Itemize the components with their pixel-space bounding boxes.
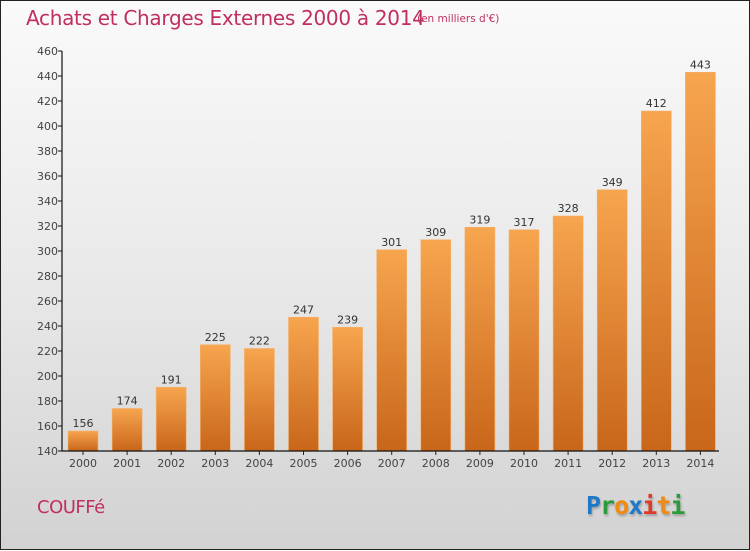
x-tick-label: 2011 — [554, 457, 582, 470]
chart-subtitle: (en milliers d'€) — [417, 13, 500, 25]
y-tick-label: 160 — [37, 420, 58, 433]
logo-letter: x — [628, 491, 643, 520]
value-label-2009: 319 — [469, 213, 490, 226]
y-tick-label: 420 — [37, 95, 58, 108]
logo-letter: o — [614, 491, 629, 520]
bar-2012 — [596, 189, 628, 452]
y-tick-label: 220 — [37, 345, 58, 358]
logo-letter: P — [586, 491, 601, 520]
value-label-2001: 174 — [117, 395, 138, 408]
x-tick-label: 2012 — [598, 457, 626, 470]
logo-letter: r — [600, 491, 615, 520]
value-label-2010: 317 — [514, 216, 535, 229]
x-tick-label: 2007 — [378, 457, 406, 470]
y-tick-label: 240 — [37, 320, 58, 333]
x-tick-label: 2002 — [157, 457, 185, 470]
bar-2007 — [376, 249, 408, 452]
y-tick-label: 180 — [37, 395, 58, 408]
value-label-2011: 328 — [558, 202, 579, 215]
value-label-2007: 301 — [381, 236, 402, 249]
logo-letter: i — [670, 491, 685, 520]
x-tick-label: 2006 — [334, 457, 362, 470]
bar-2013 — [640, 110, 672, 452]
value-label-2014: 443 — [690, 58, 711, 71]
value-label-2012: 349 — [602, 176, 623, 189]
value-label-2003: 225 — [205, 331, 226, 344]
value-label-2013: 412 — [646, 97, 667, 110]
proxiti-logo[interactable]: Proxiti — [586, 491, 685, 520]
bar-2006 — [332, 326, 363, 452]
y-tick-label: 460 — [37, 45, 58, 58]
y-tick-label: 380 — [37, 145, 58, 158]
bar-2001 — [111, 408, 143, 452]
logo-letter: i — [642, 491, 657, 520]
y-tick-label: 400 — [37, 120, 58, 133]
y-tick-label: 440 — [37, 70, 58, 83]
bar-2014 — [685, 71, 716, 452]
y-tick-label: 340 — [37, 195, 58, 208]
commune-name: COUFFé — [37, 497, 105, 518]
x-tick-label: 2000 — [69, 457, 97, 470]
bar-2000 — [67, 430, 99, 452]
chart-title: Achats et Charges Externes 2000 à 2014 — [26, 6, 425, 30]
value-label-2004: 222 — [249, 335, 270, 348]
x-tick-label: 2005 — [290, 457, 318, 470]
bar-2009 — [464, 226, 496, 452]
bar-2011 — [552, 215, 584, 452]
logo-letter: t — [656, 491, 671, 520]
x-tick-label: 2014 — [686, 457, 714, 470]
y-tick-label: 200 — [37, 370, 58, 383]
x-tick-label: 2004 — [245, 457, 273, 470]
bar-2003 — [200, 344, 231, 452]
bar-2005 — [288, 316, 319, 452]
value-label-2005: 247 — [293, 303, 314, 316]
value-label-2006: 239 — [337, 313, 358, 326]
y-tick-label: 280 — [37, 270, 58, 283]
value-label-2002: 191 — [161, 373, 182, 386]
y-tick-label: 360 — [37, 170, 58, 183]
x-tick-label: 2010 — [510, 457, 538, 470]
y-tick-label: 140 — [37, 445, 58, 458]
bar-2002 — [155, 386, 187, 452]
bar-2008 — [420, 239, 452, 452]
x-tick-label: 2008 — [422, 457, 450, 470]
value-label-2008: 309 — [425, 226, 446, 239]
x-tick-label: 2013 — [642, 457, 670, 470]
bar-2004 — [244, 348, 275, 452]
x-tick-label: 2009 — [466, 457, 494, 470]
x-tick-label: 2003 — [201, 457, 229, 470]
value-label-2000: 156 — [73, 417, 94, 430]
y-tick-label: 300 — [37, 245, 58, 258]
y-tick-label: 320 — [37, 220, 58, 233]
x-tick-label: 2001 — [113, 457, 141, 470]
y-tick-label: 260 — [37, 295, 58, 308]
bar-2010 — [508, 229, 540, 452]
